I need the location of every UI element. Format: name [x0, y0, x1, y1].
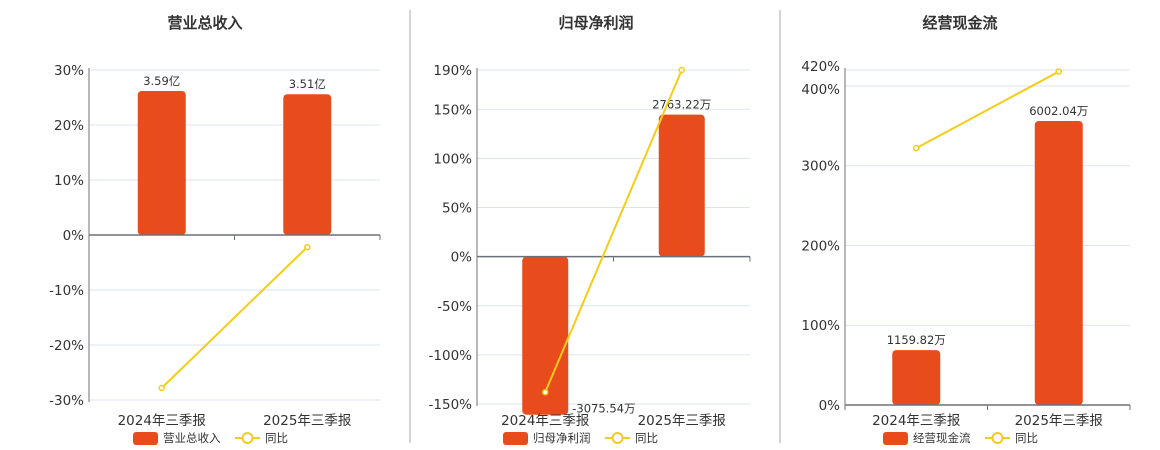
y-tick-label: -10% — [49, 283, 84, 299]
y-tick-label: 190% — [433, 63, 472, 79]
y-tick-label: -30% — [49, 393, 84, 409]
bar — [1034, 121, 1083, 405]
yoy-point — [678, 66, 685, 74]
bar-data-label: 1159.82万 — [887, 333, 946, 347]
bar — [283, 94, 332, 235]
bar — [658, 114, 705, 257]
chart-title: 归母净利润 — [558, 14, 633, 32]
y-tick-label: 300% — [801, 159, 840, 175]
legend-line-marker-icon — [241, 432, 254, 444]
bar-data-label: 3.59亿 — [143, 74, 180, 88]
bar — [892, 350, 941, 405]
x-tick-label: 2024年三季报 — [118, 413, 206, 429]
x-tick-label: 2025年三季报 — [1015, 413, 1103, 429]
y-tick-label: 420% — [801, 59, 840, 75]
chart-2: 归母净利润 190% 150% 100% 50% 0% -50% -100% -150% -307… — [429, 14, 751, 445]
legend-line-label: 同比 — [1015, 431, 1038, 445]
bar-data-label: 6002.04万 — [1029, 104, 1088, 118]
yoy-point — [304, 243, 311, 251]
y-tick-label: 100% — [801, 318, 840, 334]
legend-bar-label: 归母净利润 — [533, 431, 591, 445]
bar — [522, 256, 569, 415]
y-tick-label: -150% — [429, 397, 473, 413]
y-tick-label: 20% — [54, 118, 84, 134]
x-tick-label: 2025年三季报 — [263, 413, 351, 429]
chart-title: 营业总收入 — [167, 14, 242, 32]
legend-line-marker-icon — [991, 432, 1004, 444]
y-tick-label: 10% — [54, 173, 84, 189]
yoy-point — [1055, 68, 1062, 75]
yoy-line — [544, 69, 683, 393]
legend-bar-swatch — [133, 432, 158, 445]
chart-1: 营业总收入 30% 20% 10% 0% -10% -20% -30% 3.59亿 2024年三季… — [49, 14, 381, 445]
bar-data-label: -3075.54万 — [572, 402, 635, 416]
y-tick-label: 0% — [63, 228, 85, 244]
yoy-point — [158, 384, 165, 392]
y-tick-label: -20% — [49, 338, 84, 354]
legend-line-label: 同比 — [635, 431, 658, 445]
yoy-point — [913, 144, 920, 152]
legend-bar-swatch — [503, 432, 528, 445]
legend-line-label: 同比 — [265, 431, 288, 445]
chart-3: 经营现金流 420% 400% 300% 200% 100% 0% 1159.82万 2024年… — [801, 14, 1131, 445]
y-tick-label: -100% — [429, 348, 473, 364]
yoy-point — [542, 388, 549, 396]
y-tick-label: 50% — [442, 201, 472, 217]
y-tick-label: 400% — [801, 82, 840, 98]
y-tick-label: 0% — [819, 398, 841, 414]
bar-data-label: 2763.22万 — [652, 98, 711, 112]
bar-data-label: 3.51亿 — [289, 77, 326, 91]
y-tick-label: 100% — [433, 151, 472, 167]
yoy-line — [161, 246, 308, 389]
y-tick-label: 150% — [433, 102, 472, 118]
x-tick-label: 2025年三季报 — [638, 413, 726, 429]
chart-title: 经营现金流 — [922, 14, 997, 32]
legend-bar-label: 经营现金流 — [913, 431, 971, 445]
y-tick-label: 200% — [801, 238, 840, 254]
y-tick-label: -50% — [437, 299, 472, 315]
y-tick-label: 30% — [54, 63, 84, 79]
x-tick-label: 2024年三季报 — [501, 413, 589, 429]
legend-bar-label: 营业总收入 — [163, 431, 221, 445]
x-tick-label: 2024年三季报 — [872, 413, 960, 429]
legend-bar-swatch — [883, 432, 908, 445]
legend-line-marker-icon — [611, 432, 624, 444]
bar — [137, 91, 186, 235]
yoy-line — [915, 70, 1060, 150]
y-tick-label: 0% — [451, 250, 473, 266]
